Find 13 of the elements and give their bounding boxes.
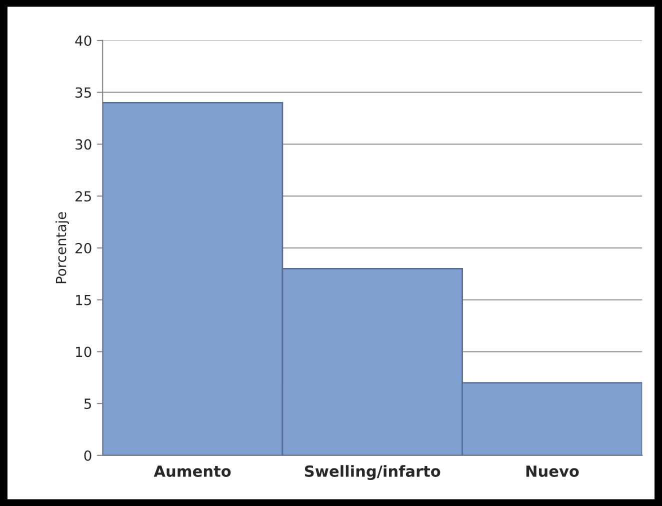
y-tick-label: 30 [76, 139, 92, 150]
x-tick-label: Aumento [154, 466, 231, 477]
y-tick-label: 35 [76, 87, 91, 98]
y-tick-label: 25 [76, 191, 91, 202]
y-tick-label: 0 [84, 450, 92, 461]
y-tick-label: 10 [76, 346, 92, 358]
y-tick-label: 20 [76, 242, 92, 254]
y-tick-label: 5 [84, 398, 91, 410]
y-tick-label: 15 [76, 294, 91, 306]
y-tick-label: 40 [75, 35, 92, 46]
y-axis-title: Porcentaje [56, 212, 69, 284]
x-tick-label: Nuevo [526, 466, 579, 477]
x-tick-label: Swelling/infarto [304, 465, 440, 480]
